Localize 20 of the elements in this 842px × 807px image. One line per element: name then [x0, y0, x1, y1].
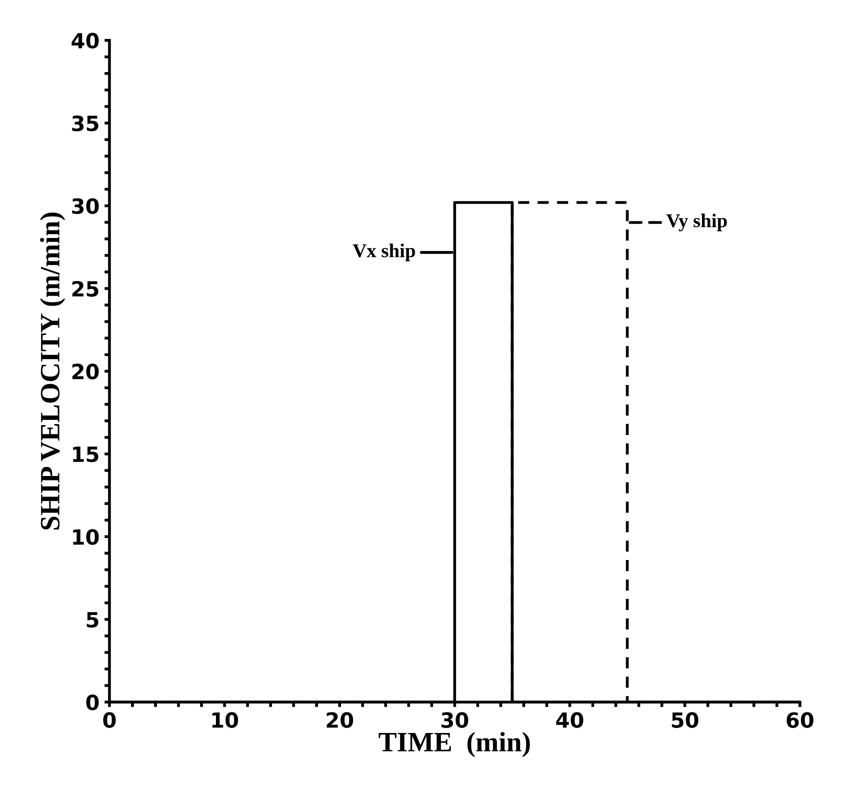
- y-tick-label: 40: [72, 32, 99, 49]
- x-tick-label: 30: [442, 712, 468, 728]
- y-tick-label: 25: [72, 280, 98, 297]
- y-tick-label: 15: [73, 446, 98, 462]
- x-tick-label: 40: [556, 712, 584, 728]
- text: Vx ship: [352, 244, 416, 262]
- x-tick-label: 10: [212, 712, 238, 728]
- legend-label: Vy ship: [666, 214, 727, 232]
- y-tick-label: 5: [86, 612, 98, 628]
- y-tick-label: 10: [73, 529, 99, 545]
- x-tick-label: 0: [103, 712, 116, 728]
- y-tick-label: 0: [86, 694, 99, 710]
- x-tick-label: 50: [672, 712, 698, 728]
- y-tick-label: 35: [72, 116, 98, 132]
- x-tick-label: 20: [326, 712, 354, 728]
- y-axis-title: SHIP VELOCITY (m/min): [40, 212, 66, 530]
- x-tick-label: 60: [786, 712, 814, 728]
- x-axis-title: TIME (min): [378, 732, 530, 758]
- y-tick-label: 30: [72, 198, 99, 214]
- y-tick-label: 20: [72, 364, 99, 380]
